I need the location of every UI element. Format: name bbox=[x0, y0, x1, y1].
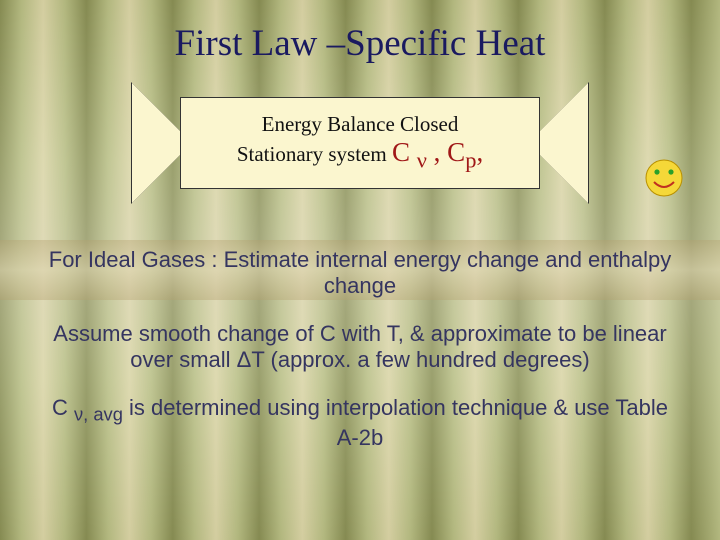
smiley-eye-right bbox=[668, 169, 673, 174]
smiley-eye-left bbox=[654, 169, 659, 174]
slide-title: First Law –Specific Heat bbox=[0, 0, 720, 65]
paragraph-2: Assume smooth change of C with T, & appr… bbox=[40, 321, 680, 373]
ribbon-line2: Stationary system C ν , Cp, bbox=[237, 137, 483, 173]
ribbon-banner: Energy Balance Closed Stationary system … bbox=[140, 83, 580, 203]
paragraph-3: C ν, avg is determined using interpolati… bbox=[40, 395, 680, 451]
smiley-icon bbox=[644, 158, 684, 198]
paragraph-1: For Ideal Gases : Estimate internal ener… bbox=[40, 247, 680, 299]
ribbon-body: Energy Balance Closed Stationary system … bbox=[180, 97, 540, 189]
cv-cp-symbols: C ν , Cp, bbox=[392, 137, 483, 167]
ribbon-line2-prefix: Stationary system bbox=[237, 142, 392, 166]
slide-content: First Law –Specific Heat Energy Balance … bbox=[0, 0, 720, 540]
smiley-face bbox=[646, 160, 682, 196]
ribbon-line1: Energy Balance Closed bbox=[262, 112, 459, 137]
